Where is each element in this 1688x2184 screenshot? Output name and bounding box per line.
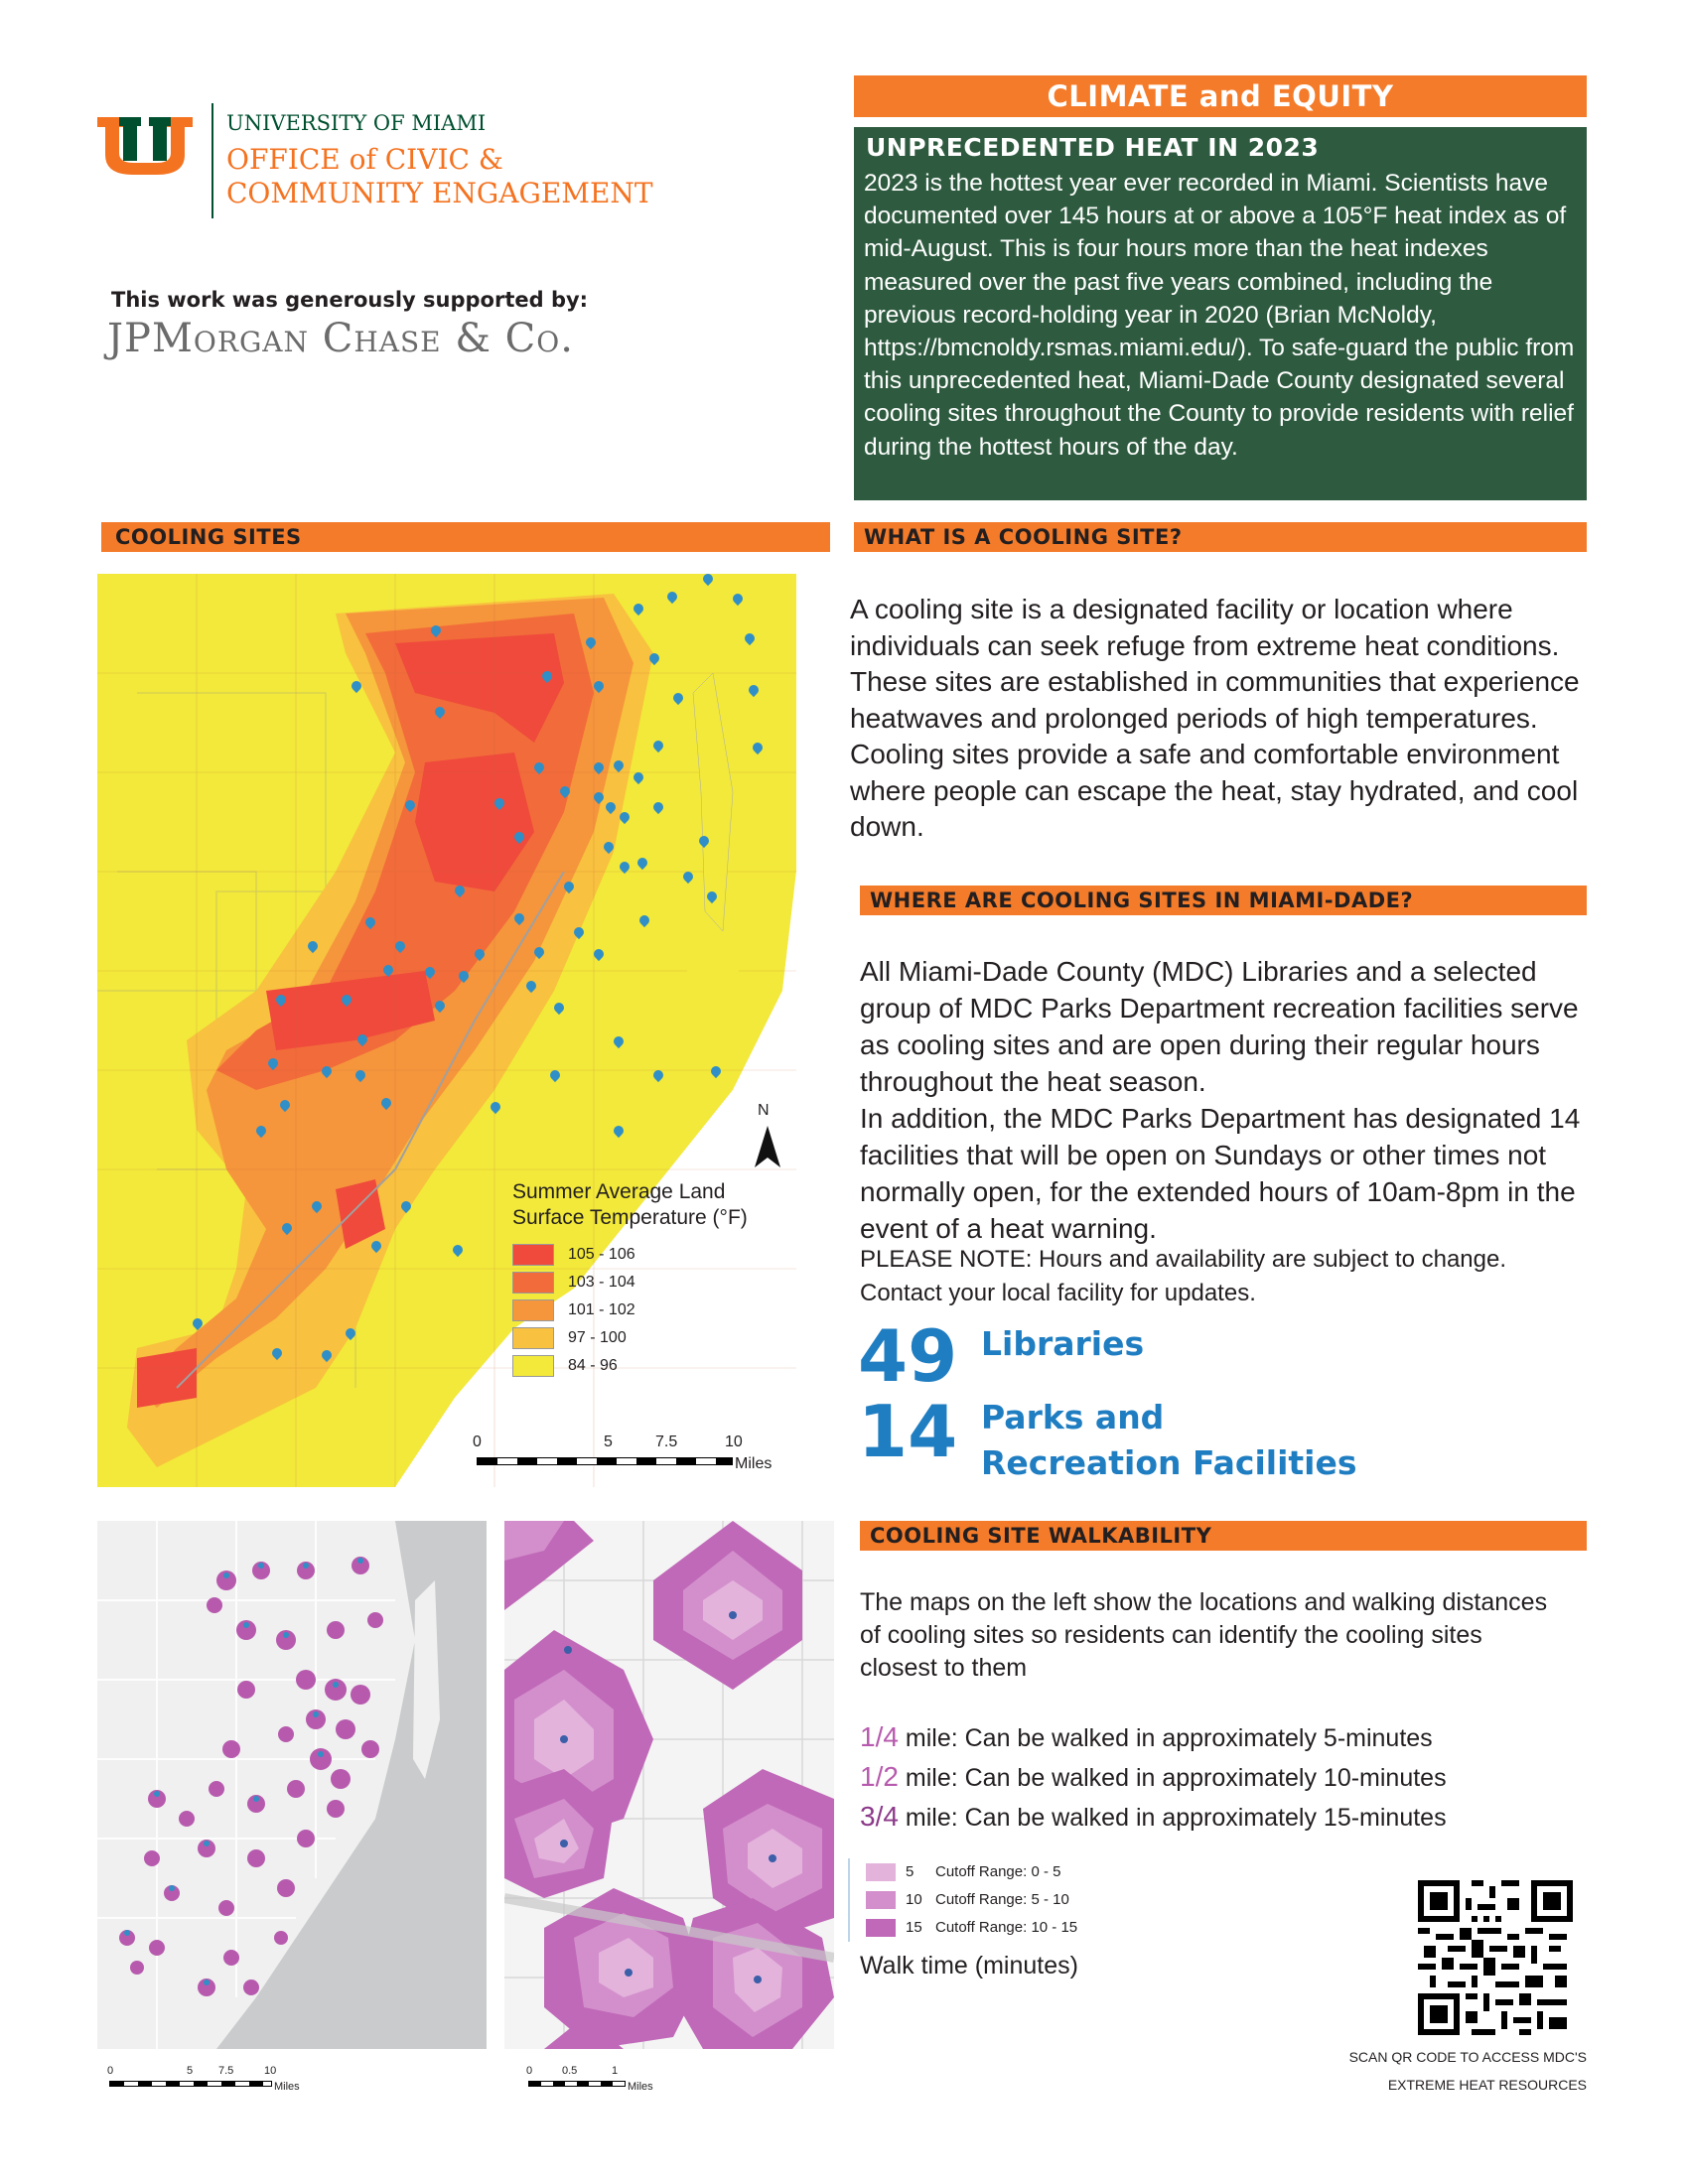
climate-body: 2023 is the hottest year ever recorded i…: [864, 170, 1575, 461]
legend-swatch: [512, 1326, 554, 1349]
scale-unit: Miles: [274, 2081, 300, 2093]
map2-scale-bar: 0 0.5 1 Miles: [526, 2065, 685, 2099]
map1-scale-bar: 0 5 7.5 10 Miles: [107, 2065, 306, 2099]
what-is-body: A cooling site is a designated facility …: [850, 594, 1580, 842]
qr-caption-line1: SCAN QR CODE TO ACCESS MDC'S: [1348, 2049, 1587, 2065]
sponsor-logo-text: JPMorgan Chase & Co.: [107, 316, 574, 361]
libraries-label: Libraries: [981, 1324, 1145, 1363]
where-are-body2: In addition, the MDC Parks Department ha…: [860, 1103, 1581, 1244]
what-is-title: WHAT IS A COOLING SITE?: [854, 522, 1587, 552]
legend-row: 97 - 100: [512, 1324, 790, 1352]
support-text: This work was generously supported by:: [111, 288, 589, 312]
cooling-sites-title: COOLING SITES: [101, 522, 830, 552]
legend-swatch: [512, 1243, 554, 1266]
walk-desc: mile: Can be walked in approximately 5-m…: [898, 1724, 1433, 1752]
walk-legend-value: 15: [906, 1919, 922, 1936]
scale-tick: 0.5: [562, 2065, 578, 2077]
scale-bar: 0 5 7.5 10 Miles: [473, 1433, 772, 1473]
scale-tick: 0: [526, 2065, 533, 2077]
walk-legend-label: Cutoff Range: 5 - 10: [935, 1891, 1069, 1908]
north-label: N: [758, 1102, 770, 1119]
legend-row: 103 - 104: [512, 1269, 790, 1297]
legend-title-line2: Surface Temperature (°F): [512, 1206, 748, 1229]
walk-frac: 1/4: [860, 1721, 899, 1752]
walkability-body: The maps on the left show the locations …: [860, 1588, 1548, 1682]
scale-unit: Miles: [735, 1455, 773, 1472]
legend-row: 101 - 102: [512, 1297, 790, 1324]
where-are-body1: All Miami-Dade County (MDC) Libraries an…: [860, 956, 1579, 1097]
office-name-line2: COMMUNITY ENGAGEMENT: [226, 177, 653, 209]
scale-unit: Miles: [628, 2081, 653, 2093]
legend-label: 103 - 104: [568, 1274, 635, 1291]
legend-row: 84 - 96: [512, 1352, 790, 1380]
legend-label: 84 - 96: [568, 1357, 618, 1374]
north-arrow-icon: [755, 1126, 780, 1172]
parks-count: 14: [858, 1390, 958, 1473]
walk-row-three-quarter: 3/4 mile: Can be walked in approximately…: [860, 1801, 1447, 1833]
office-name-line1: OFFICE of CIVIC &: [226, 143, 503, 176]
logo-divider: [211, 103, 213, 218]
qr-caption-line2: EXTREME HEAT RESOURCES: [1387, 2077, 1587, 2093]
qr-code[interactable]: [1418, 1880, 1573, 2035]
parks-label-line1: Parks and: [981, 1398, 1165, 1436]
legend-label: 105 - 106: [568, 1246, 635, 1263]
walkability-title: COOLING SITE WALKABILITY: [860, 1521, 1587, 1551]
legend-row: 105 - 106: [512, 1241, 790, 1269]
walk-legend-swatch: [866, 1919, 896, 1938]
walk-row-half: 1/2 mile: Can be walked in approximately…: [860, 1761, 1447, 1793]
legend-swatch: [512, 1298, 554, 1321]
walk-legend-swatch: [866, 1863, 896, 1882]
scale-tick: 10: [264, 2065, 277, 2077]
walk-desc: mile: Can be walked in approximately 15-…: [898, 1804, 1447, 1832]
um-logo: [97, 117, 193, 175]
walk-legend-label: Cutoff Range: 0 - 5: [935, 1863, 1061, 1880]
libraries-count: 49: [858, 1314, 958, 1398]
scale-tick: 0: [107, 2065, 114, 2077]
legend-title-line1: Summer Average Land: [512, 1180, 726, 1203]
scale-tick: 0: [473, 1433, 482, 1450]
legend-label: 101 - 102: [568, 1301, 635, 1318]
walk-frac: 3/4: [860, 1801, 899, 1832]
heat-map: N Summer Average Land Surface Temperatur…: [97, 571, 796, 1487]
walk-legend-row: 15 Cutoff Range: 10 - 15: [866, 1914, 1203, 1942]
walk-legend-value: 5: [906, 1863, 914, 1880]
walk-legend: 5 Cutoff Range: 0 - 5 10 Cutoff Range: 5 -…: [848, 1858, 1203, 1942]
walk-legend-title: Walk time (minutes): [860, 1952, 1078, 1979]
where-are-title: WHERE ARE COOLING SITES IN MIAMI-DADE?: [860, 886, 1587, 915]
parks-label-line2: Recreation Facilities: [981, 1443, 1357, 1482]
climate-subtitle: UNPRECEDENTED HEAT IN 2023: [866, 133, 1320, 162]
scale-tick: 7.5: [655, 1433, 678, 1450]
climate-title: CLIMATE and EQUITY: [854, 75, 1587, 117]
scale-tick: 1: [612, 2065, 619, 2077]
scale-tick: 5: [604, 1433, 613, 1450]
legend-label: 97 - 100: [568, 1329, 627, 1346]
walk-legend-row: 5 Cutoff Range: 0 - 5: [866, 1858, 1203, 1886]
walk-legend-label: Cutoff Range: 10 - 15: [935, 1919, 1078, 1936]
walkability-map-zoomed: [504, 1521, 834, 2049]
walk-frac: 1/2: [860, 1761, 899, 1792]
heat-legend: Summer Average Land Surface Temperature …: [512, 1179, 790, 1380]
walk-desc: mile: Can be walked in approximately 10-…: [898, 1764, 1447, 1792]
walk-legend-swatch: [866, 1891, 896, 1910]
where-are-note: PLEASE NOTE: Hours and availability are …: [860, 1246, 1506, 1306]
walk-row-quarter: 1/4 mile: Can be walked in approximately…: [860, 1721, 1433, 1753]
walkability-map-overview: [97, 1521, 487, 2049]
legend-swatch: [512, 1271, 554, 1294]
walk-legend-value: 10: [906, 1891, 922, 1908]
walk-legend-row: 10 Cutoff Range: 5 - 10: [866, 1886, 1203, 1914]
legend-swatch: [512, 1354, 554, 1377]
scale-tick: 10: [725, 1433, 743, 1450]
climate-box: UNPRECEDENTED HEAT IN 2023 2023 is the h…: [854, 127, 1587, 500]
scale-tick: 7.5: [218, 2065, 234, 2077]
scale-tick: 5: [187, 2065, 194, 2077]
university-name: UNIVERSITY OF MIAMI: [226, 111, 487, 135]
